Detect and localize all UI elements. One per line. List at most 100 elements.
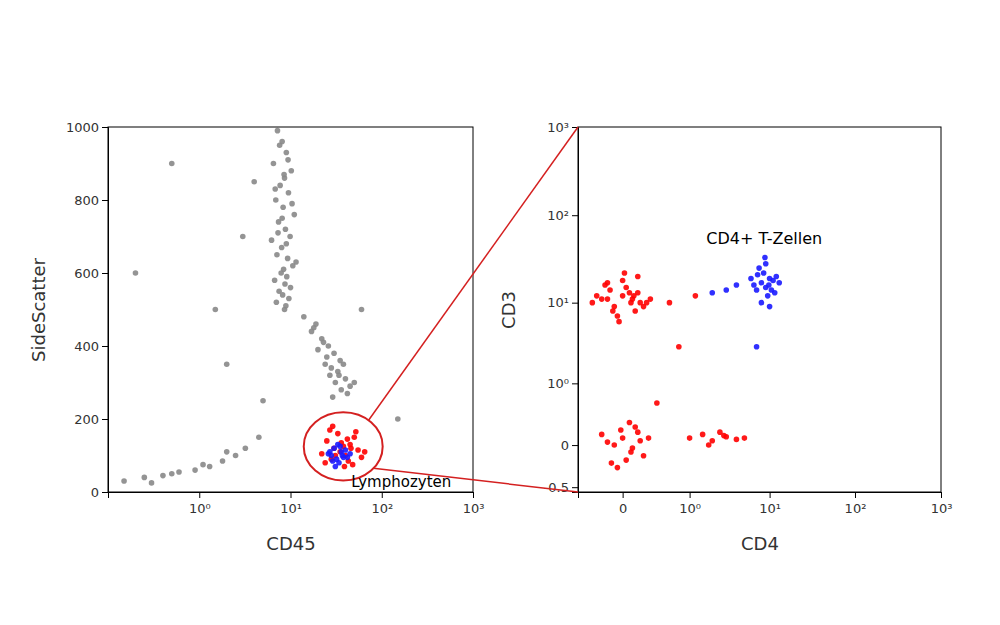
gate bbox=[304, 412, 383, 480]
tick-mark bbox=[572, 215, 578, 216]
point bbox=[765, 293, 771, 299]
point bbox=[282, 281, 288, 287]
point bbox=[330, 458, 336, 464]
point bbox=[620, 293, 626, 299]
point bbox=[169, 471, 175, 477]
point bbox=[284, 150, 290, 156]
point bbox=[121, 478, 127, 484]
tick-label: 10¹ bbox=[547, 295, 569, 310]
point bbox=[667, 300, 673, 306]
point bbox=[351, 380, 357, 386]
point bbox=[280, 292, 286, 298]
point bbox=[282, 307, 288, 313]
tick-label: 10⁰ bbox=[189, 501, 211, 516]
point bbox=[754, 344, 760, 350]
point bbox=[590, 300, 596, 306]
tick-label: 600 bbox=[74, 266, 99, 281]
x-axis: 10⁰ 10¹ 10² 10³ bbox=[109, 492, 485, 516]
tick-label: 10² bbox=[371, 501, 393, 516]
point bbox=[709, 290, 715, 296]
x-tick: 10¹ bbox=[280, 492, 302, 516]
point bbox=[641, 453, 647, 459]
point bbox=[362, 449, 368, 455]
point bbox=[594, 293, 600, 299]
x-axis: 010⁰10¹10²10³ bbox=[579, 492, 953, 516]
point bbox=[351, 434, 357, 440]
axis-line bbox=[102, 128, 109, 493]
point bbox=[359, 307, 365, 313]
point bbox=[709, 438, 715, 444]
y-tick: 600 bbox=[74, 266, 108, 281]
point bbox=[309, 329, 315, 335]
point bbox=[277, 142, 283, 148]
point bbox=[207, 464, 213, 470]
point bbox=[630, 445, 636, 451]
point bbox=[723, 287, 729, 293]
point bbox=[620, 278, 626, 284]
y-tick: 400 bbox=[74, 339, 108, 354]
point bbox=[283, 226, 289, 232]
plot-frame bbox=[578, 127, 941, 492]
tick-mark bbox=[690, 492, 691, 498]
point bbox=[272, 186, 278, 192]
point bbox=[345, 436, 351, 442]
point bbox=[313, 321, 319, 327]
point bbox=[192, 467, 198, 473]
point bbox=[350, 462, 356, 468]
tick-mark bbox=[572, 383, 578, 384]
point bbox=[275, 230, 281, 236]
point bbox=[149, 480, 155, 486]
point bbox=[599, 296, 605, 302]
tick-mark bbox=[473, 492, 474, 498]
x-tick: 10³ bbox=[463, 492, 485, 516]
point bbox=[288, 285, 294, 291]
y-axis: -0.5010⁰10¹10²10³ bbox=[544, 120, 579, 495]
tick-mark bbox=[941, 492, 942, 498]
point bbox=[269, 237, 275, 243]
point bbox=[772, 290, 778, 296]
point bbox=[284, 274, 290, 280]
y-tick: 10⁰ bbox=[547, 376, 578, 391]
point bbox=[142, 475, 148, 481]
axis-line bbox=[579, 493, 942, 499]
tick-mark bbox=[291, 492, 292, 498]
y-tick: 0 bbox=[561, 438, 578, 453]
tick-mark bbox=[855, 492, 856, 498]
x-tick: 0 bbox=[619, 492, 627, 516]
point bbox=[256, 434, 262, 440]
point bbox=[243, 445, 249, 451]
point bbox=[288, 168, 294, 174]
tick-label: 0 bbox=[619, 501, 627, 516]
point bbox=[275, 128, 281, 134]
point bbox=[599, 432, 605, 438]
point bbox=[341, 361, 347, 367]
point bbox=[353, 429, 359, 435]
tick-label: 10¹ bbox=[759, 501, 781, 516]
point bbox=[330, 424, 336, 430]
tick-mark bbox=[102, 346, 108, 347]
tick-label: 10⁰ bbox=[679, 501, 701, 516]
tick-label: 10³ bbox=[931, 501, 953, 516]
point bbox=[620, 435, 626, 441]
tick-label: 400 bbox=[74, 339, 99, 354]
point bbox=[133, 270, 139, 276]
tick-mark bbox=[102, 419, 108, 420]
point bbox=[200, 462, 206, 468]
axis-line bbox=[109, 493, 474, 499]
series bbox=[121, 128, 400, 486]
point bbox=[279, 215, 285, 221]
point bbox=[160, 473, 166, 479]
point bbox=[220, 458, 226, 464]
point bbox=[286, 190, 292, 196]
point bbox=[289, 201, 295, 207]
point bbox=[273, 197, 279, 203]
tick-mark bbox=[199, 492, 200, 498]
tick-label: 0 bbox=[561, 438, 569, 453]
zoom-line bbox=[369, 127, 578, 420]
tick-label: 10³ bbox=[463, 501, 485, 516]
point bbox=[321, 340, 327, 346]
point bbox=[337, 444, 343, 450]
point bbox=[721, 433, 727, 439]
point bbox=[773, 274, 779, 280]
point bbox=[616, 319, 622, 325]
